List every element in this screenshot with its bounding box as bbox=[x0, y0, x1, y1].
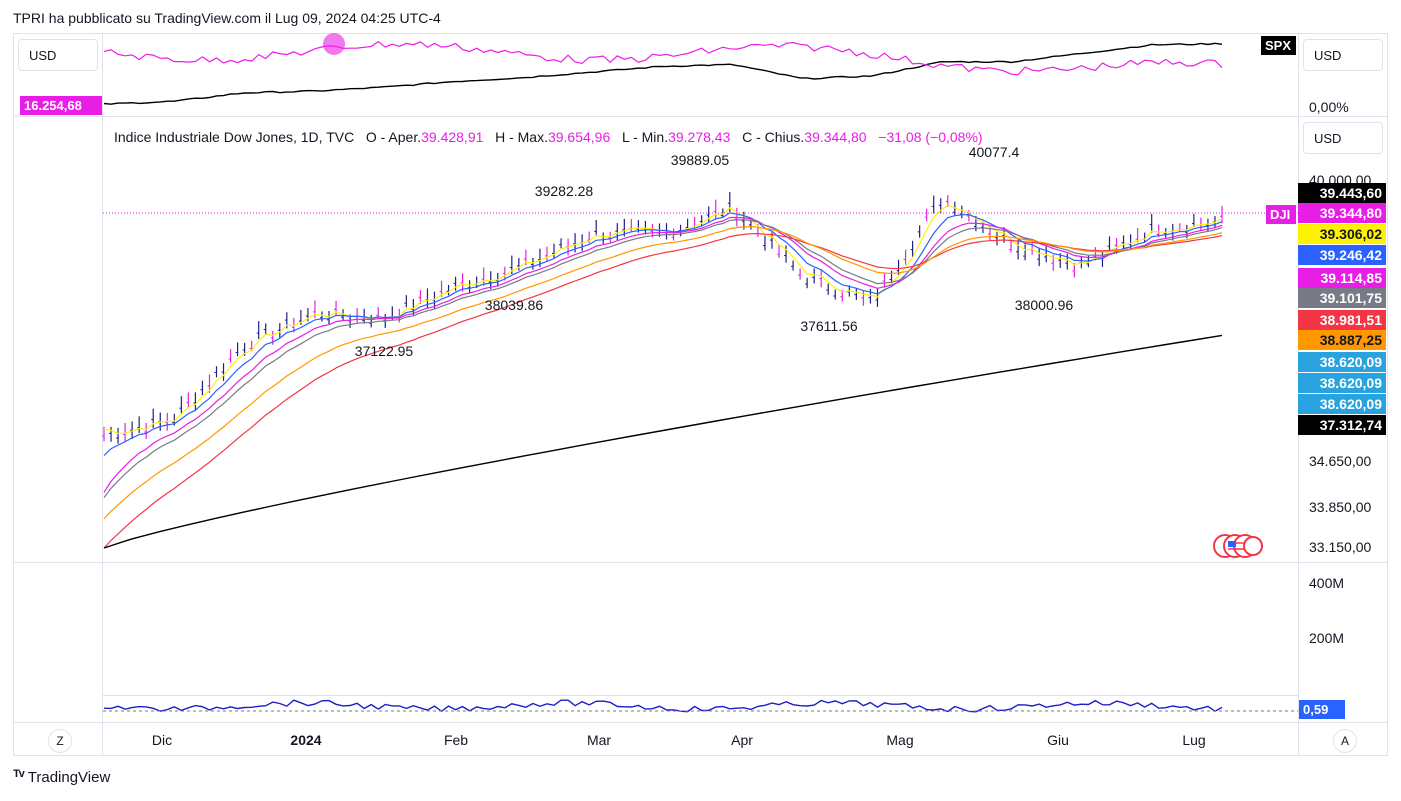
y-axis-label: 33.150,00 bbox=[1309, 539, 1372, 555]
annotation-feb: 39282.28 bbox=[534, 183, 594, 199]
y-axis-label: 33.850,00 bbox=[1309, 499, 1372, 515]
currency-button-main[interactable]: USD bbox=[1303, 122, 1383, 154]
price-label: 39.443,60 bbox=[1298, 183, 1386, 203]
x-tick: Lug bbox=[1182, 732, 1206, 748]
ma-line bbox=[103, 232, 1223, 549]
tradingview-footer[interactable]: ᵀᵛ TradingView bbox=[13, 768, 110, 786]
legend-close-value: 39.344,80 bbox=[804, 129, 867, 145]
osc-path bbox=[103, 699, 1223, 713]
ma-200-line bbox=[103, 334, 1223, 549]
auto-scale-button[interactable]: A bbox=[1333, 729, 1357, 753]
price-label: 38.620,09 bbox=[1298, 352, 1386, 372]
price-label: 38.620,09 bbox=[1298, 373, 1386, 393]
y-axis-label: 34.650,00 bbox=[1309, 453, 1372, 469]
zoom-reset-button[interactable]: Z bbox=[48, 729, 72, 753]
price-label: 39.344,80 bbox=[1298, 203, 1386, 223]
legend-low-value: 39.278,43 bbox=[668, 129, 731, 145]
annotation-high-mag: 40077.4 bbox=[968, 144, 1020, 160]
legend-high-label: H - Max. bbox=[495, 129, 548, 145]
divider-osc-panel bbox=[102, 695, 1298, 696]
pct-label: 0,00% bbox=[1309, 99, 1349, 115]
annotation-low-feb: 38039.86 bbox=[484, 297, 544, 313]
price-label: 38.887,25 bbox=[1298, 330, 1386, 350]
spx-path bbox=[103, 42, 1223, 105]
x-tick: Mar bbox=[586, 732, 612, 748]
chart-legend: Indice Industriale Dow Jones, 1D, TVC O … bbox=[114, 129, 983, 145]
oscillator-line bbox=[103, 699, 1223, 713]
us-flag-icon bbox=[1211, 533, 1263, 559]
ma-line bbox=[103, 216, 1223, 493]
x-tick: Mag bbox=[886, 732, 914, 748]
legend-high-value: 39.654,96 bbox=[547, 129, 611, 145]
x-tick: Apr bbox=[731, 732, 753, 748]
price-label: 39.101,75 bbox=[1298, 288, 1386, 308]
volume-axis-label: 200M bbox=[1309, 630, 1345, 646]
ma-line bbox=[103, 219, 1223, 499]
divider-time-axis bbox=[14, 722, 1387, 723]
price-label: 38.981,51 bbox=[1298, 310, 1386, 330]
tradingview-logo-icon: ᵀᵛ bbox=[13, 768, 25, 785]
annotation-low-apr: 37611.56 bbox=[800, 318, 858, 334]
ma-line bbox=[103, 225, 1223, 520]
x-tick: Feb bbox=[443, 732, 469, 748]
legend-close-label: C - Chius. bbox=[742, 129, 805, 145]
left-axis-border bbox=[102, 34, 103, 755]
x-tick: Dic bbox=[151, 732, 173, 748]
legend-low-label: L - Min. bbox=[621, 129, 669, 145]
price-label: 39.114,85 bbox=[1298, 268, 1386, 288]
annotation-high-mar: 39889.05 bbox=[670, 152, 730, 168]
legend-name: Indice Industriale Dow Jones, 1D, TVC bbox=[114, 129, 355, 145]
annotation-low-gen: 37122.95 bbox=[354, 343, 414, 359]
ma-line bbox=[103, 212, 1223, 456]
divider-top-panel bbox=[14, 116, 1387, 117]
price-label: 39.306,02 bbox=[1298, 224, 1386, 244]
ma-line bbox=[103, 204, 1223, 435]
rsi-path bbox=[103, 40, 1223, 76]
legend-open-label: O - Aper. bbox=[365, 129, 422, 145]
osc-value-tag: 0,59 bbox=[1299, 700, 1345, 719]
spx-value-tag: 16.254,68 bbox=[20, 96, 102, 115]
price-label: 39.246,42 bbox=[1298, 245, 1386, 265]
divider-volume-panel bbox=[14, 562, 1387, 563]
chart-frame bbox=[13, 33, 1388, 756]
moving-average-lines bbox=[103, 204, 1223, 549]
x-tick-year: 2024 bbox=[290, 732, 322, 748]
volume-axis-label: 400M bbox=[1309, 575, 1345, 591]
tradingview-brand: TradingView bbox=[27, 768, 111, 786]
x-tick: Giu bbox=[1047, 732, 1069, 748]
dji-symbol-tag: DJI bbox=[1266, 205, 1296, 224]
legend-open-value: 39.428,91 bbox=[421, 129, 484, 145]
rsi-highlight-marker bbox=[323, 33, 345, 55]
spx-rsi-line bbox=[103, 40, 1223, 76]
currency-button-top[interactable]: USD bbox=[1303, 39, 1383, 71]
price-label: 38.620,09 bbox=[1298, 394, 1386, 414]
currency-button-left[interactable]: USD bbox=[18, 39, 98, 71]
price-label: 37.312,74 bbox=[1298, 415, 1386, 435]
publish-header: TPRI ha pubblicato su TradingView.com il… bbox=[13, 10, 441, 26]
legend-change: −31,08 (−0,08%) bbox=[878, 129, 983, 145]
annotation-low-giu: 38000.96 bbox=[1014, 297, 1074, 313]
spx-line bbox=[103, 42, 1223, 105]
spx-symbol-tag: SPX bbox=[1261, 36, 1296, 55]
